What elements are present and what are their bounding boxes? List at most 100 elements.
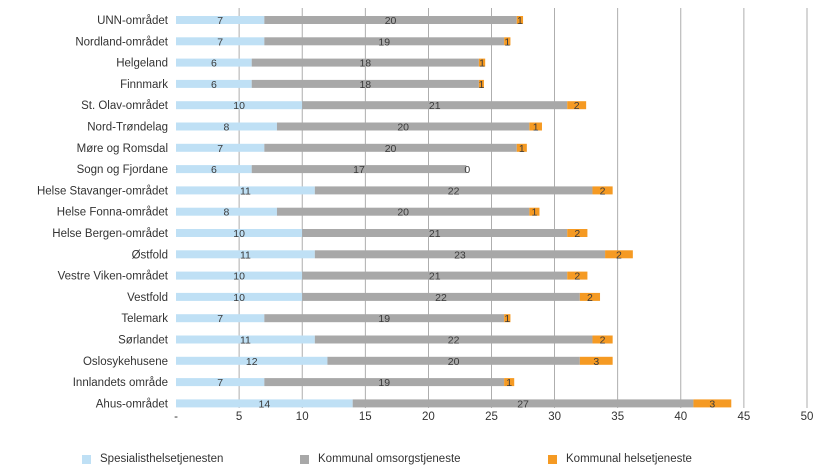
bar-segment-series-2 — [529, 122, 542, 131]
bar-segment-series-0 — [176, 314, 265, 323]
category-label: Vestfold — [127, 292, 168, 304]
bar-segment-series-2 — [478, 58, 486, 67]
legend-label-spesialist: Spesialisthelsetjenesten — [100, 453, 224, 465]
bar-segment-series-0 — [176, 122, 277, 131]
bar-segment-series-2 — [567, 271, 588, 280]
bar-segment-series-0 — [176, 101, 303, 110]
x-tick-label-25: 25 — [485, 411, 498, 423]
data-label-series-1: 20 — [385, 15, 397, 27]
bar-segment-series-2 — [592, 186, 613, 195]
data-label-series-2: 3 — [593, 356, 599, 368]
bars — [176, 16, 732, 408]
category-label: Helse Fonna-området — [57, 207, 169, 219]
legend-item-omsorg: Kommunal omsorgstjeneste — [300, 453, 461, 465]
bar-segment-series-1 — [327, 356, 580, 365]
category-label: Østfold — [132, 249, 168, 261]
bar-segment-series-0 — [176, 207, 277, 216]
bar-segment-series-2 — [592, 335, 613, 344]
data-label-series-0: 11 — [240, 335, 251, 347]
data-label-series-0: 8 — [224, 207, 230, 219]
bar-segment-series-1 — [314, 186, 593, 195]
data-label-series-0: 6 — [211, 79, 217, 91]
data-label-series-2: 1 — [504, 313, 510, 325]
data-label-series-1: 18 — [359, 58, 371, 70]
bar-segment-series-0 — [176, 79, 252, 88]
bar-segment-series-2 — [605, 250, 633, 259]
bar-segment-series-1 — [251, 165, 467, 174]
bar-segment-series-2 — [579, 292, 601, 301]
bar-segment-series-1 — [314, 335, 593, 344]
bar-segment-series-0 — [176, 356, 328, 365]
category-label: Sogn og Fjordane — [77, 164, 168, 176]
data-label-series-1: 19 — [378, 313, 390, 325]
category-label: Nord-Trøndelag — [87, 122, 168, 134]
data-label-series-2: 2 — [600, 185, 606, 197]
x-tick-label-15: 15 — [359, 411, 372, 423]
bar-segment-series-0 — [176, 292, 303, 301]
bar-segment-series-2 — [504, 37, 511, 46]
data-label-series-1: 22 — [448, 185, 460, 197]
legend-label-omsorg: Kommunal omsorgstjeneste — [318, 453, 461, 465]
x-tick-label-20: 20 — [422, 411, 435, 423]
data-label-series-2: 1 — [479, 58, 485, 70]
data-label-series-1: 20 — [385, 143, 397, 155]
data-label-series-1: 19 — [378, 36, 390, 48]
data-label-series-2: 1 — [531, 207, 537, 219]
legend-swatch-spesialist — [82, 454, 91, 464]
x-tick-label-40: 40 — [674, 411, 687, 423]
bar-segment-series-1 — [264, 314, 505, 323]
bar-segment-series-1 — [302, 271, 568, 280]
bar-segment-series-0 — [176, 229, 303, 237]
data-label-series-2: 1 — [504, 36, 510, 48]
data-label-series-1: 21 — [429, 228, 441, 240]
bar-segment-series-2 — [567, 101, 587, 110]
data-label-series-0: 14 — [258, 398, 270, 410]
bar-segment-series-1 — [264, 143, 517, 152]
data-label-series-0: 7 — [217, 36, 223, 48]
bar-segment-series-0 — [176, 250, 315, 259]
bar-segment-series-2 — [579, 356, 613, 365]
x-tick-label-5: 5 — [236, 411, 242, 423]
data-label-series-1: 19 — [378, 377, 390, 389]
data-label-series-1: 22 — [435, 292, 447, 304]
data-label-series-2: 3 — [709, 398, 715, 410]
bar-segment-series-2 — [567, 229, 588, 237]
data-label-series-2: 2 — [587, 292, 593, 304]
bar-segment-series-0 — [176, 37, 265, 46]
bar-segment-series-0 — [176, 143, 265, 152]
category-label: Oslosykehusene — [83, 356, 168, 368]
bar-segment-series-2 — [693, 399, 732, 408]
category-label: Møre og Romsdal — [77, 143, 168, 155]
legend-item-helse: Kommunal helsetjeneste — [548, 453, 692, 465]
x-tick-label-35: 35 — [611, 411, 624, 423]
bar-segment-series-1 — [251, 79, 479, 88]
data-label-series-0: 11 — [240, 249, 251, 261]
data-label-series-2: 1 — [506, 377, 512, 389]
data-label-series-2: 1 — [478, 79, 484, 91]
data-label-series-1: 20 — [397, 122, 409, 134]
bar-segment-series-0 — [176, 378, 265, 387]
data-label-series-0: 7 — [217, 15, 223, 27]
data-label-series-0: 10 — [233, 228, 245, 240]
x-tick-label-30: 30 — [548, 411, 561, 423]
category-label: Ahus-området — [96, 398, 169, 410]
data-label-series-1: 23 — [454, 249, 466, 261]
x-tick-label--: - — [174, 411, 178, 423]
x-tick-label-45: 45 — [738, 411, 751, 423]
data-label-series-1: 18 — [359, 79, 371, 91]
data-label-series-0: 12 — [246, 356, 258, 368]
data-label-series-1: 21 — [429, 271, 441, 283]
bar-segment-series-1 — [264, 16, 517, 24]
data-label-series-0: 7 — [217, 313, 223, 325]
category-label: Vestre Viken-området — [58, 271, 169, 283]
category-label: Sørlandet — [118, 335, 169, 347]
bar-segment-series-2 — [504, 378, 515, 387]
data-label-series-0: 8 — [224, 122, 230, 134]
bar-segment-series-0 — [176, 165, 252, 174]
bar-segment-series-1 — [264, 378, 505, 387]
data-label-series-1: 27 — [517, 398, 529, 410]
data-label-series-2: 2 — [574, 228, 580, 240]
bar-segment-series-0 — [176, 271, 303, 280]
category-label: Telemark — [121, 313, 168, 325]
